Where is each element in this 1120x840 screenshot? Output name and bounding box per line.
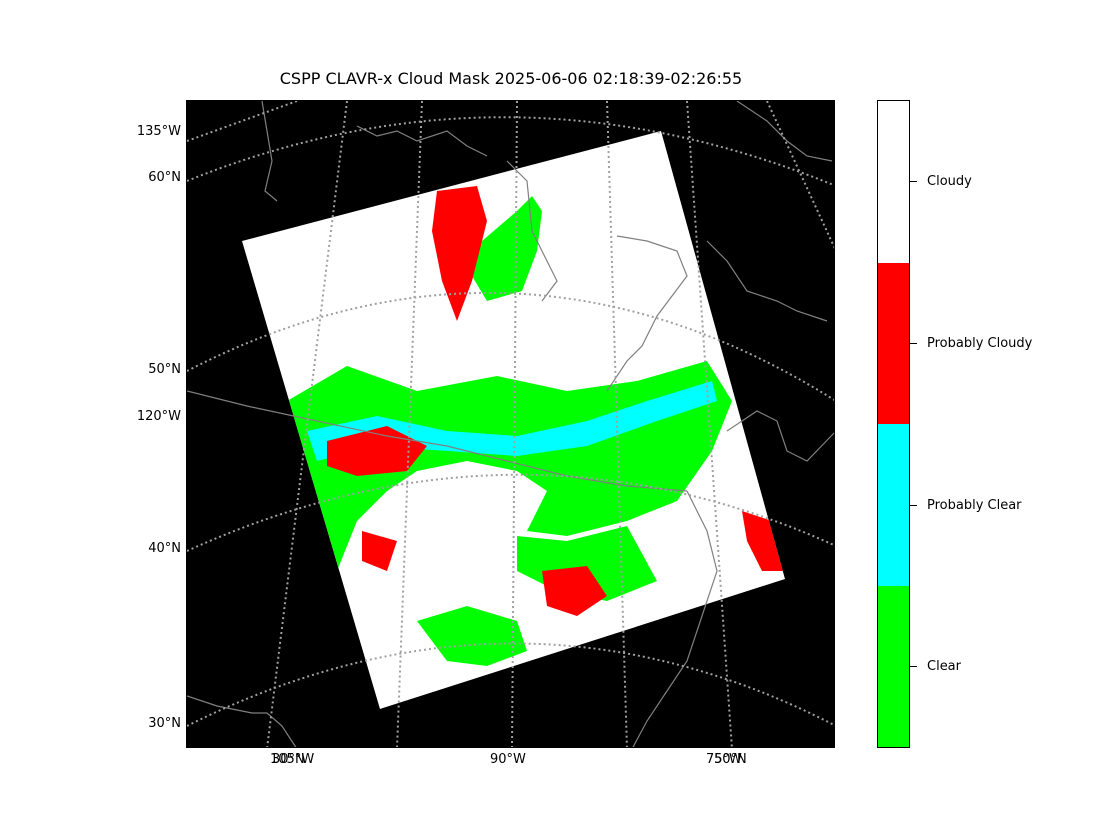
- cloud-mask-map: [187, 101, 834, 747]
- colorbar-tick: [910, 181, 917, 182]
- lat-label-40n: 40°N: [148, 541, 181, 556]
- swath-probably-cloudy-north: [432, 186, 487, 321]
- lat-label-120w: 120°W: [136, 409, 181, 424]
- colorbar-segment-probably-clear: [878, 424, 909, 586]
- colorbar-label-probably-cloudy: Probably Cloudy: [927, 336, 1033, 351]
- colorbar-tick: [910, 505, 917, 506]
- colorbar-segment-cloudy: [878, 101, 909, 263]
- swath-clear-sw: [417, 606, 527, 666]
- colorbar-segment-probably-cloudy: [878, 263, 909, 424]
- swath-probably-cloudy-south: [542, 566, 607, 616]
- map-panel: [186, 100, 835, 748]
- colorbar: [877, 100, 910, 748]
- colorbar-label-probably-clear: Probably Clear: [927, 498, 1022, 513]
- lon-label-105w: 105°W: [270, 752, 315, 767]
- lon-label-30n: 30°N: [272, 752, 305, 767]
- graticule: [187, 101, 834, 747]
- colorbar-segment-clear: [878, 586, 909, 747]
- swath-probably-cloudy-sw: [362, 531, 397, 571]
- coastlines: [187, 101, 834, 747]
- colorbar-tick: [910, 666, 917, 667]
- lat-label-30n: 30°N: [148, 716, 181, 731]
- swath-clear-north: [472, 196, 542, 301]
- lat-label-50n: 50°N: [148, 362, 181, 377]
- colorbar-label-cloudy: Cloudy: [927, 174, 972, 189]
- swath-probably-cloudy-east: [742, 511, 785, 571]
- lon-label-50n: 50°N: [714, 752, 747, 767]
- lat-label-60n: 60°N: [148, 170, 181, 185]
- colorbar-tick: [910, 343, 917, 344]
- lat-label-135w: 135°W: [136, 124, 181, 139]
- chart-title: CSPP CLAVR-x Cloud Mask 2025-06-06 02:18…: [279, 69, 743, 88]
- swath-layer: [242, 131, 785, 709]
- lon-label-90w: 90°W: [490, 752, 526, 767]
- colorbar-label-clear: Clear: [927, 659, 961, 674]
- lon-label-75w: 75°W: [706, 752, 742, 767]
